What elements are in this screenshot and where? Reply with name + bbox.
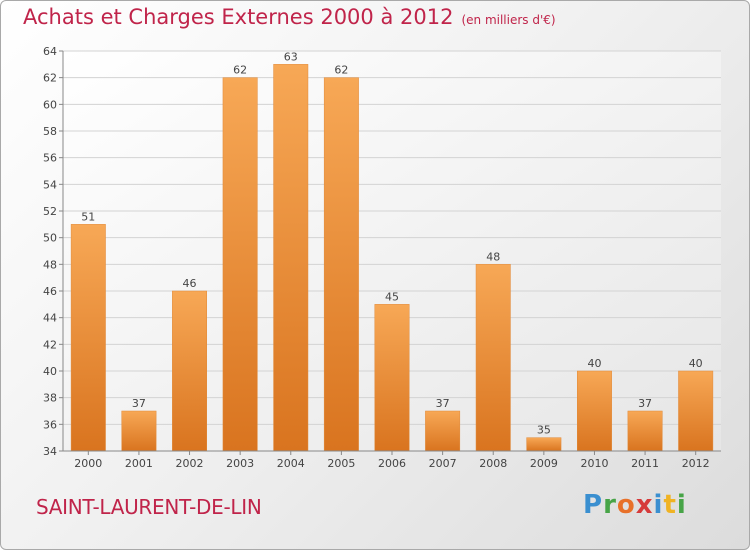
value-label: 63	[284, 50, 298, 63]
x-tick-label: 2010	[580, 457, 608, 470]
bar-2008	[475, 264, 511, 452]
x-tick-label: 2006	[378, 457, 406, 470]
x-tick-label: 2007	[429, 457, 457, 470]
y-tick-label: 52	[43, 205, 57, 218]
logo-letter: i	[653, 490, 664, 520]
y-tick-label: 44	[43, 312, 57, 325]
bar-2011	[627, 410, 663, 452]
y-tick-label: 46	[43, 285, 57, 298]
value-label: 45	[385, 290, 399, 303]
value-label: 62	[334, 64, 348, 77]
y-tick-label: 36	[43, 418, 57, 431]
bar-2006	[374, 304, 410, 452]
logo-letter: i	[676, 490, 687, 520]
value-label: 37	[436, 397, 450, 410]
y-tick-label: 48	[43, 258, 57, 271]
bar-2012	[678, 370, 714, 452]
logo-letter: t	[663, 490, 677, 520]
x-tick-label: 2002	[176, 457, 204, 470]
y-tick-label: 54	[43, 178, 57, 191]
value-label: 62	[233, 64, 247, 77]
x-tick-label: 2000	[74, 457, 102, 470]
x-tick-label: 2001	[125, 457, 153, 470]
y-tick-label: 50	[43, 232, 57, 245]
bar-2003	[222, 77, 258, 452]
x-tick-label: 2009	[530, 457, 558, 470]
y-axis-ticks: 34 36 38 40 42 44 46 48 50 52 54 56 58 60 62 64	[43, 45, 63, 458]
logo-letter: o	[616, 490, 636, 520]
logo-letter: x	[635, 490, 654, 520]
value-labels: 51 37 46 62 63 62 45 37 48 35 40 37 40	[81, 50, 702, 436]
value-label: 48	[486, 250, 500, 263]
value-label: 37	[132, 397, 146, 410]
x-axis-ticks: 2000 2001 2002 2003 2004 2005 2006 2007 2008 2009…	[74, 451, 710, 470]
logo-letter: r	[603, 490, 617, 520]
chart-title-text: Achats et Charges Externes 2000 à 2012	[23, 5, 454, 29]
x-tick-label: 2012	[682, 457, 710, 470]
x-tick-label: 2008	[479, 457, 507, 470]
value-label: 46	[183, 277, 197, 290]
y-tick-label: 58	[43, 125, 57, 138]
value-label: 35	[537, 424, 551, 437]
value-label: 40	[689, 357, 703, 370]
bar-2004	[273, 64, 309, 452]
bar-2009	[526, 437, 562, 452]
value-label: 51	[81, 210, 95, 223]
axes	[62, 51, 721, 452]
y-tick-label: 38	[43, 392, 57, 405]
bar-2007	[425, 410, 461, 452]
bar-2005	[323, 77, 359, 452]
bar-2002	[172, 290, 207, 452]
y-tick-label: 62	[43, 72, 57, 85]
value-label: 37	[638, 397, 652, 410]
logo-letter: P	[583, 490, 604, 520]
value-label: 40	[587, 357, 601, 370]
y-tick-label: 64	[43, 45, 57, 58]
place-name: SAINT-LAURENT-DE-LIN	[36, 495, 262, 519]
x-tick-label: 2011	[631, 457, 659, 470]
proxiti-logo[interactable]: Proxiti	[583, 490, 687, 520]
x-tick-label: 2003	[226, 457, 254, 470]
y-tick-label: 56	[43, 152, 57, 165]
y-tick-label: 42	[43, 338, 57, 351]
x-tick-label: 2005	[327, 457, 355, 470]
bars	[70, 64, 714, 452]
bar-2010	[577, 370, 612, 452]
y-tick-label: 60	[43, 98, 57, 111]
y-tick-label: 34	[43, 445, 57, 458]
bar-2000	[70, 224, 106, 452]
bar-2001	[121, 410, 157, 452]
x-tick-label: 2004	[277, 457, 305, 470]
y-tick-label: 40	[43, 365, 57, 378]
chart-unit: (en milliers d'€)	[461, 13, 556, 27]
chart-title: Achats et Charges Externes 2000 à 2012 (e…	[23, 5, 556, 29]
